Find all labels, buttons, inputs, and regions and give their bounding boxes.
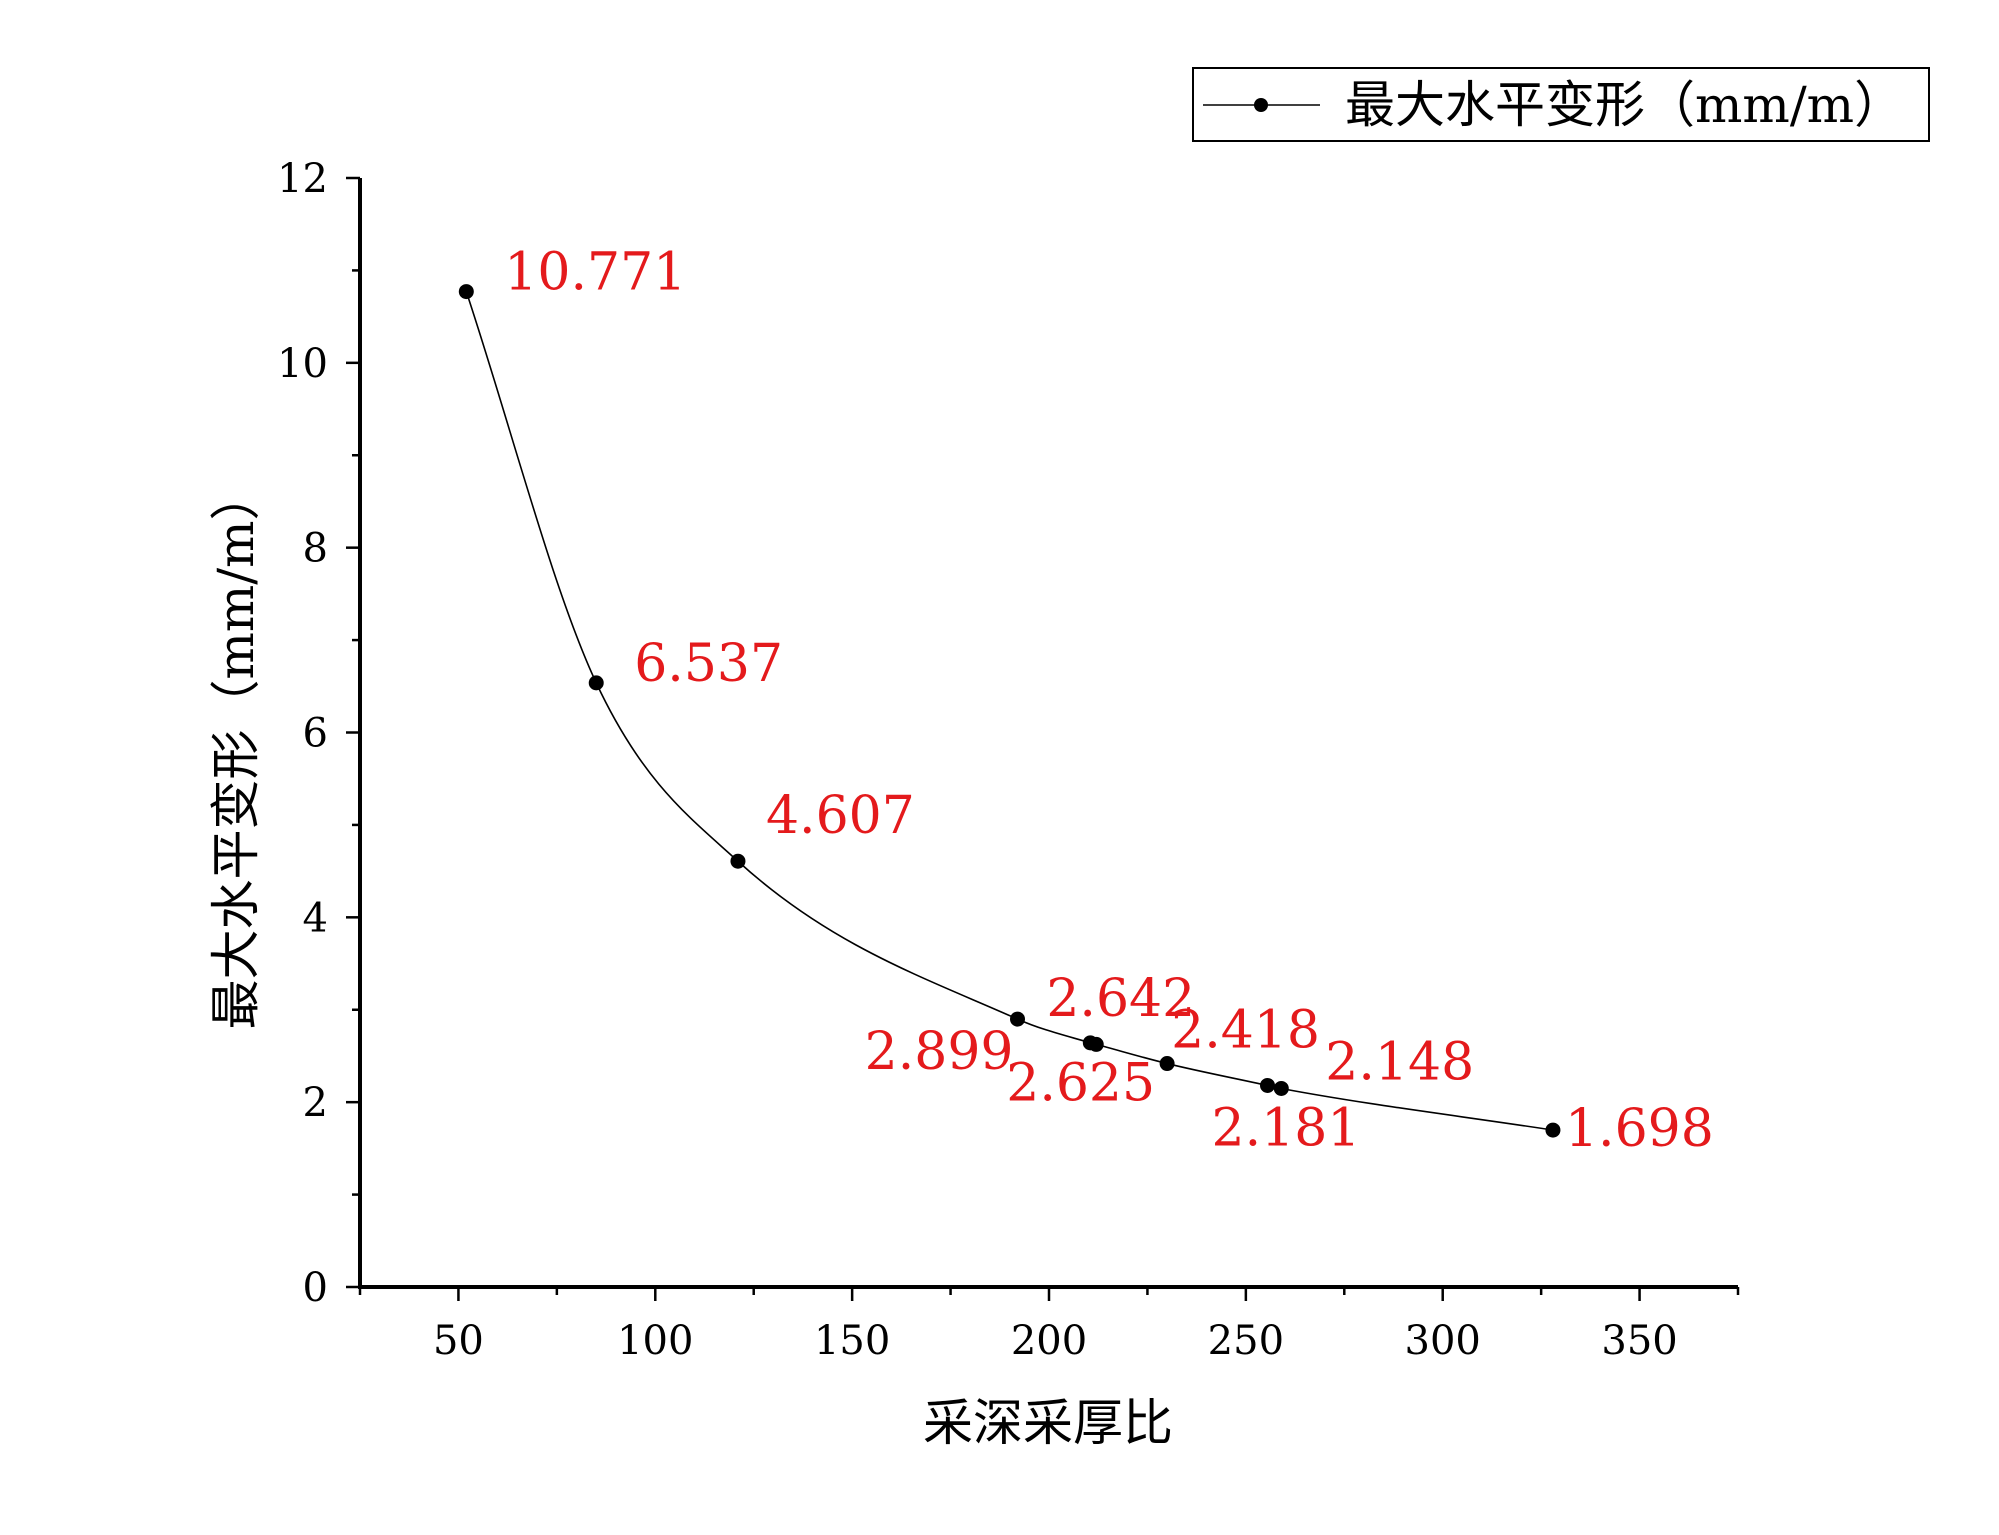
x-tick-label: 250 [1208, 1318, 1284, 1364]
data-point [1159, 1056, 1175, 1072]
data-point [1260, 1077, 1276, 1093]
data-label: 2.642 [1046, 969, 1195, 1029]
data-point [1273, 1080, 1289, 1096]
data-label: 4.607 [766, 786, 915, 846]
axes: 50 100 150 200 250 300 350 0 2 4 6 8 10 12 [277, 156, 1740, 1364]
y-tick-label: 12 [277, 156, 328, 202]
data-point [730, 853, 746, 869]
data-labels: 10.771 6.537 4.607 2.899 2.642 2.625 2.418 2.18… [504, 243, 1714, 1159]
x-tick-label: 150 [814, 1318, 890, 1364]
y-tick-label: 4 [303, 895, 328, 941]
x-tick-label: 300 [1405, 1318, 1481, 1364]
data-label: 6.537 [634, 634, 783, 694]
x-tick-label: 100 [617, 1318, 693, 1364]
data-point [588, 675, 604, 691]
legend: 最大水平变形（mm/m） [1192, 67, 1930, 142]
x-axis-title: 采深采厚比 [923, 1394, 1173, 1452]
y-axis-title: 最大水平变形（mm/m） [207, 470, 265, 1029]
data-point [1545, 1122, 1561, 1138]
data-label: 2.625 [1006, 1053, 1155, 1113]
y-tick-label: 6 [303, 711, 328, 757]
series-line [465, 291, 1554, 1131]
y-tick-label: 8 [303, 526, 328, 572]
x-tick-label: 200 [1011, 1318, 1087, 1364]
data-label: 2.148 [1325, 1032, 1474, 1092]
data-label: 2.181 [1212, 1098, 1361, 1158]
x-tick-label: 50 [433, 1318, 484, 1364]
y-tick-label: 2 [303, 1080, 328, 1126]
data-point [1010, 1011, 1026, 1027]
data-label: 10.771 [504, 243, 686, 303]
series-layer [458, 284, 1561, 1138]
data-point [1088, 1036, 1104, 1052]
legend-marker [1254, 98, 1268, 112]
data-label: 1.698 [1565, 1099, 1714, 1159]
data-label: 2.899 [865, 1022, 1014, 1082]
data-point [458, 284, 474, 300]
x-tick-label: 350 [1601, 1318, 1677, 1364]
data-label: 2.418 [1171, 1001, 1320, 1061]
y-tick-label: 10 [277, 341, 328, 387]
legend-series-name: 最大水平变形（mm/m） [1345, 76, 1904, 134]
y-tick-label: 0 [303, 1265, 328, 1311]
